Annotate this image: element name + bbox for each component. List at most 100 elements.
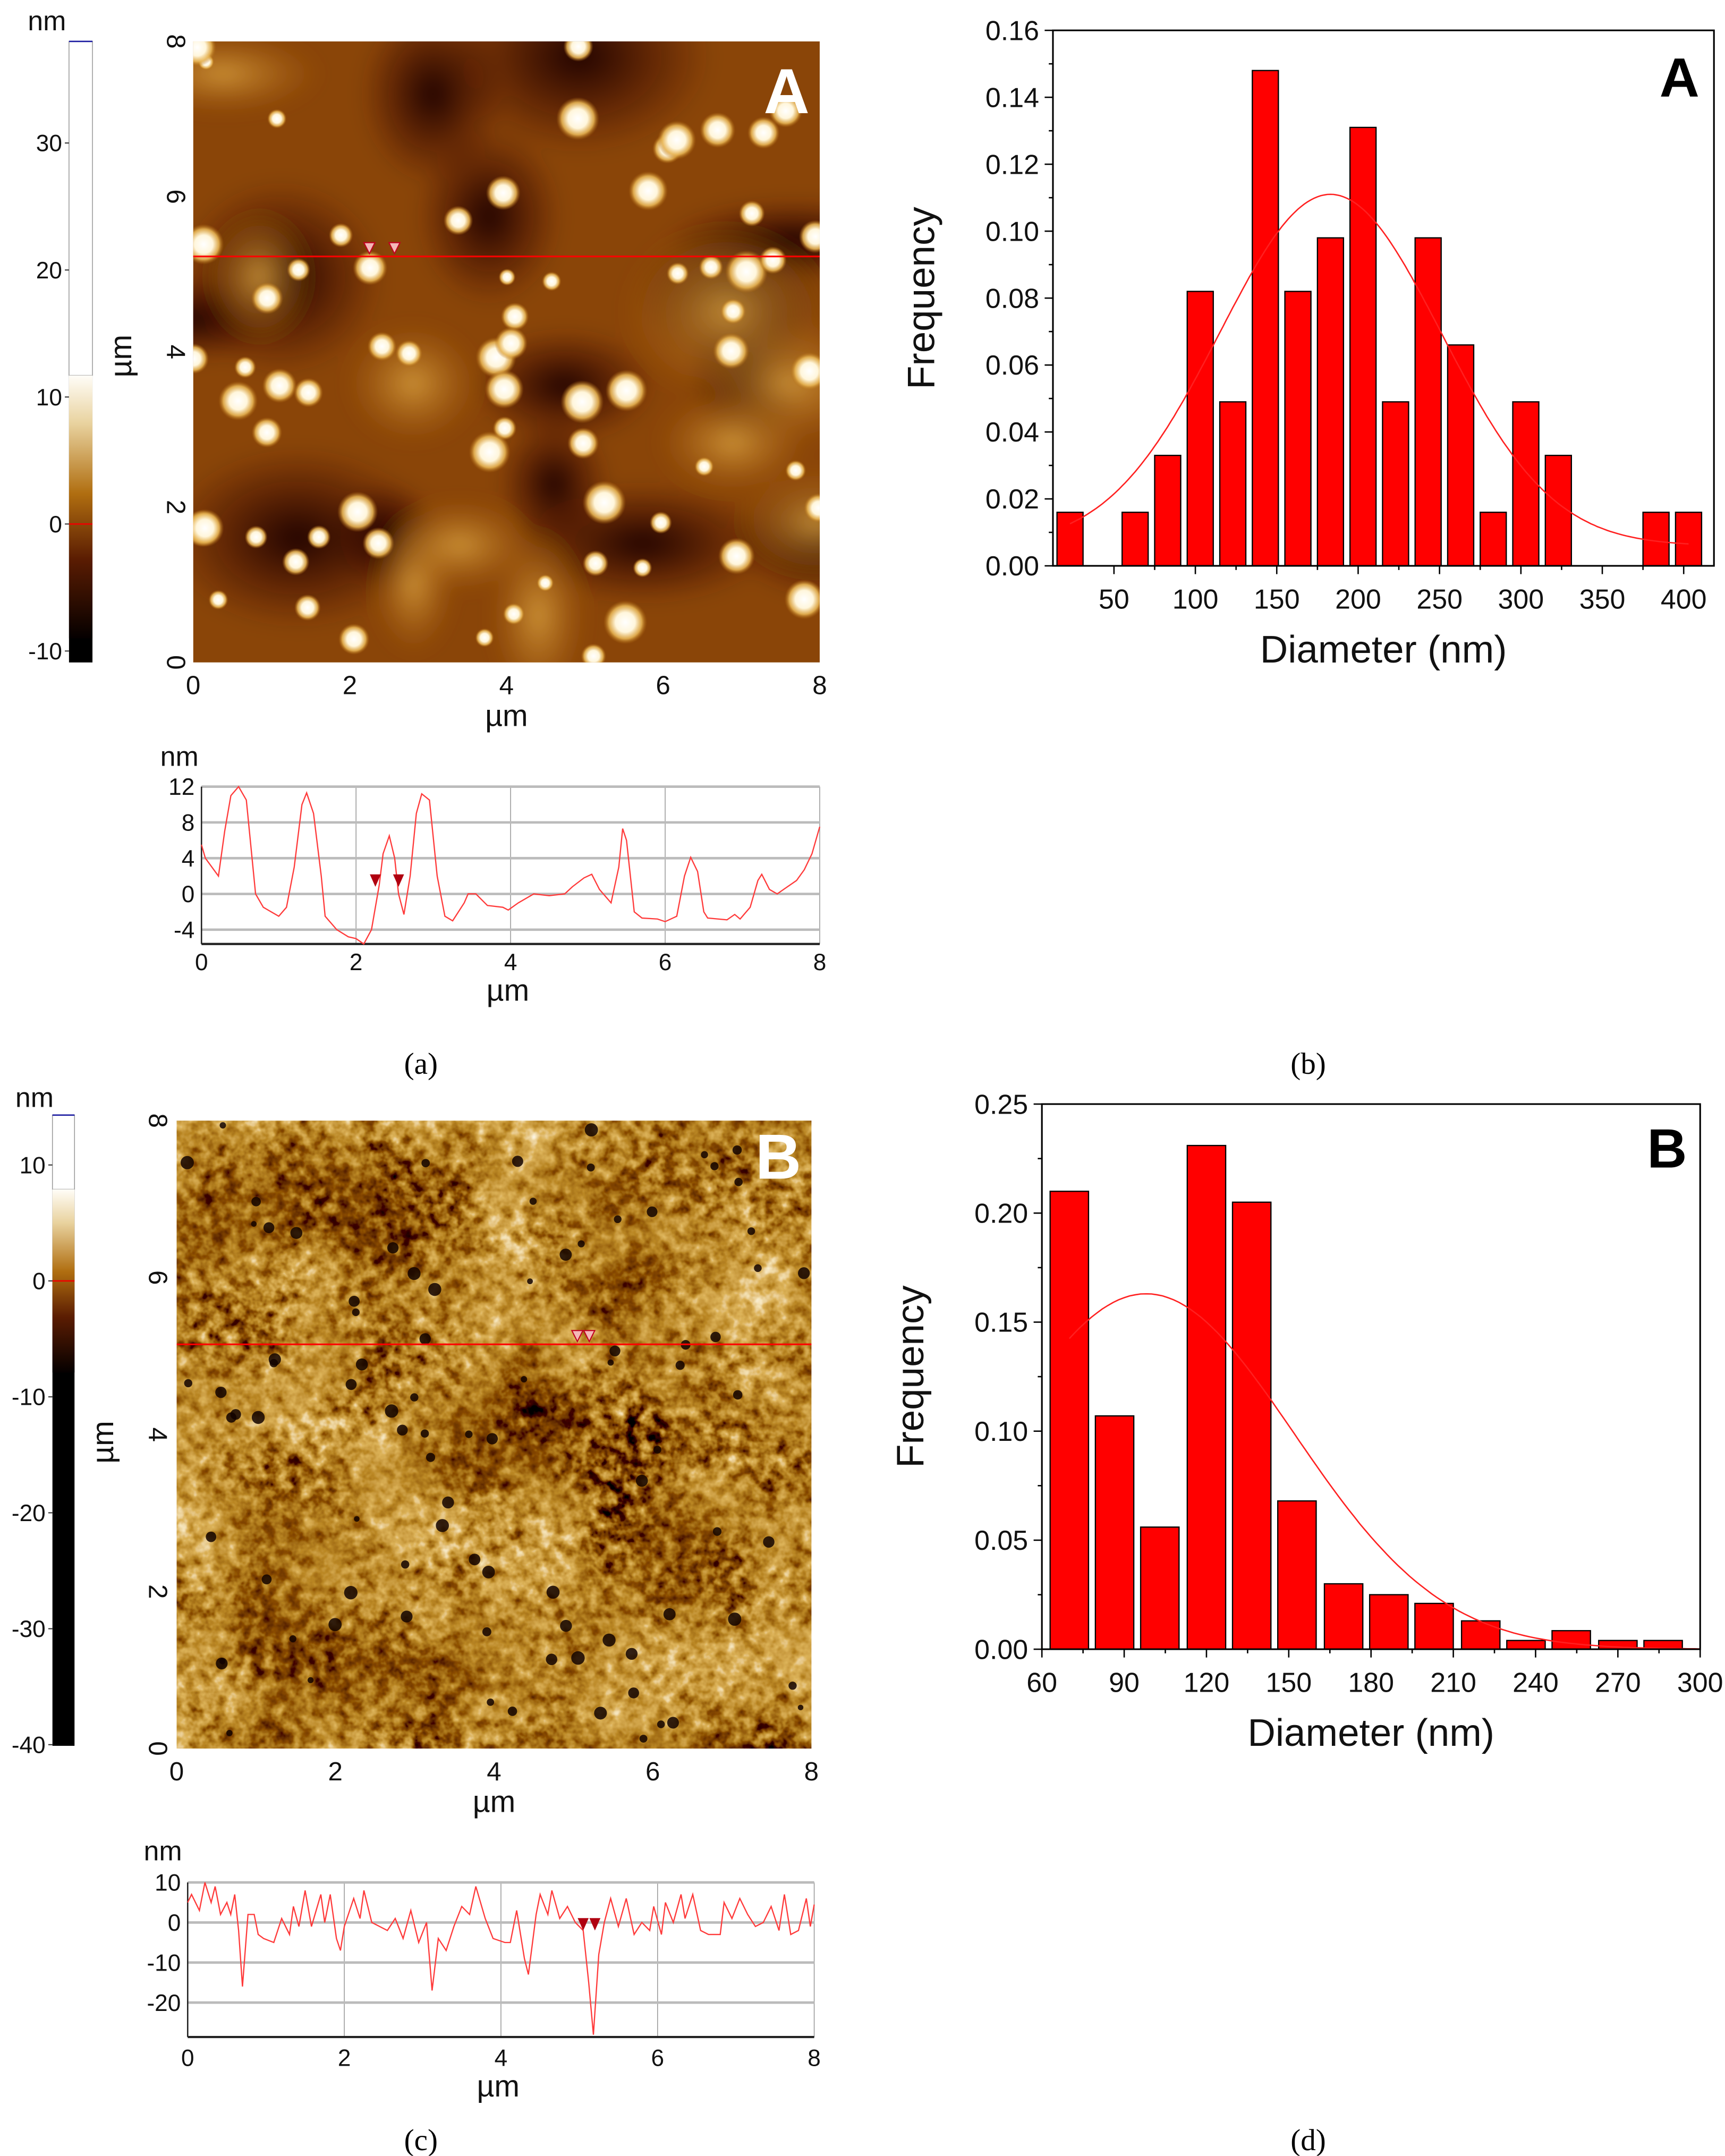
pore xyxy=(653,1446,661,1454)
pore xyxy=(639,1735,648,1743)
pore xyxy=(261,1574,272,1585)
pore xyxy=(667,1717,679,1729)
pore xyxy=(345,1379,357,1390)
nanoparticle xyxy=(790,352,820,391)
colorbar-tick-label: 0 xyxy=(49,512,62,538)
y-tick-label: -4 xyxy=(174,917,194,943)
colorbar-tick-label: -30 xyxy=(12,1616,46,1642)
x-tick-label: 250 xyxy=(1416,584,1463,615)
pore xyxy=(436,1519,449,1532)
y-tick-label: 0 xyxy=(161,655,190,669)
y-axis-title: Frequency xyxy=(889,1285,932,1468)
nanoparticle xyxy=(500,302,529,331)
pore xyxy=(614,1215,622,1224)
pore xyxy=(663,1608,676,1620)
light-region xyxy=(735,467,820,578)
x-tick-label: 300 xyxy=(1498,584,1544,615)
pore xyxy=(607,1359,614,1366)
nanoparticle xyxy=(282,548,310,576)
y-tick-label: 4 xyxy=(182,846,195,872)
y-tick-label: 0 xyxy=(168,1910,181,1936)
pore xyxy=(587,1163,595,1172)
pore xyxy=(420,1429,429,1438)
x-tick-label: 4 xyxy=(495,2045,508,2072)
pore xyxy=(710,1162,719,1170)
gaussian-fit-line xyxy=(1068,1293,1701,1650)
x-axis-title: µm xyxy=(487,973,530,1007)
nanoparticle xyxy=(628,171,668,211)
y-axis-title: µm xyxy=(104,335,138,377)
histogram-bar xyxy=(1154,454,1182,567)
pore xyxy=(487,1699,495,1706)
y-tick-label: 0.14 xyxy=(985,82,1039,113)
y-tick-label: 0 xyxy=(143,1741,173,1755)
y-axis-unit: nm xyxy=(160,742,199,773)
pore xyxy=(180,1156,194,1169)
pore xyxy=(754,1264,762,1272)
nanoparticle xyxy=(582,480,626,524)
x-tick-label: 200 xyxy=(1335,584,1381,615)
nanoparticle xyxy=(694,456,714,477)
histogram-bar xyxy=(1186,1144,1227,1650)
pore xyxy=(602,1633,616,1647)
y-tick-label: 0 xyxy=(182,881,195,907)
y-tick-label: 0.00 xyxy=(985,551,1039,582)
pore xyxy=(263,1222,275,1234)
pore xyxy=(442,1496,454,1509)
pore xyxy=(206,1531,217,1542)
pore xyxy=(289,1635,296,1643)
histogram-bar xyxy=(1049,1191,1090,1650)
pore xyxy=(410,1393,419,1402)
nanoparticle xyxy=(503,602,525,625)
colorbar-tick-label: 0 xyxy=(32,1268,46,1294)
pore xyxy=(385,1404,398,1418)
nanoparticle xyxy=(495,327,528,360)
pore xyxy=(465,1430,473,1438)
x-tick-label: 400 xyxy=(1661,584,1707,615)
x-tick-label: 60 xyxy=(1026,1668,1057,1699)
x-tick-label: 90 xyxy=(1109,1668,1140,1699)
histogram-bar xyxy=(1231,1201,1272,1650)
pore xyxy=(328,1618,342,1632)
pore xyxy=(546,1653,557,1666)
pore xyxy=(712,1527,722,1536)
nanoparticle xyxy=(657,121,696,160)
nanoparticle xyxy=(286,258,310,282)
nanoparticle xyxy=(362,527,395,559)
pore xyxy=(251,1196,261,1207)
histogram-A: 0.00 0.02 0.04 0.06 0.08 0.10 0.12 0.14 0.16 50 10… xyxy=(900,15,1715,671)
x-tick-label: 4 xyxy=(487,1757,501,1786)
pore xyxy=(521,1376,528,1383)
pore xyxy=(219,1122,226,1129)
pore xyxy=(419,1333,431,1345)
x-tick-label: 210 xyxy=(1430,1668,1476,1699)
nanoparticle xyxy=(218,381,258,421)
pore xyxy=(628,1687,639,1699)
nanoparticle xyxy=(649,511,672,534)
histogram-bar xyxy=(1056,512,1084,567)
pore xyxy=(559,1249,572,1261)
histogram-bar xyxy=(1349,126,1377,567)
nanoparticle xyxy=(803,493,820,523)
histogram-bar xyxy=(1382,401,1409,567)
x-tick-label: 240 xyxy=(1512,1668,1559,1699)
nanoparticle xyxy=(193,509,224,547)
cursor-marker-icon xyxy=(370,874,381,887)
pore xyxy=(560,1619,572,1632)
x-tick-label: 150 xyxy=(1254,584,1300,615)
cursor-marker-icon xyxy=(577,1918,589,1931)
histogram-bar xyxy=(1506,1640,1546,1650)
histogram-bar xyxy=(1551,1630,1591,1650)
x-axis-title: Diameter (nm) xyxy=(1247,1711,1494,1754)
pore xyxy=(428,1283,441,1296)
pore xyxy=(344,1586,358,1600)
histogram-label: B xyxy=(1647,1118,1687,1180)
histogram-bar xyxy=(1675,512,1703,567)
pore xyxy=(734,1177,743,1186)
nanoparticle xyxy=(469,431,511,473)
afm-height-map xyxy=(193,41,820,663)
x-tick-label: 2 xyxy=(328,1757,342,1786)
histogram-bar xyxy=(1219,401,1247,567)
x-tick-label: 4 xyxy=(504,949,517,975)
